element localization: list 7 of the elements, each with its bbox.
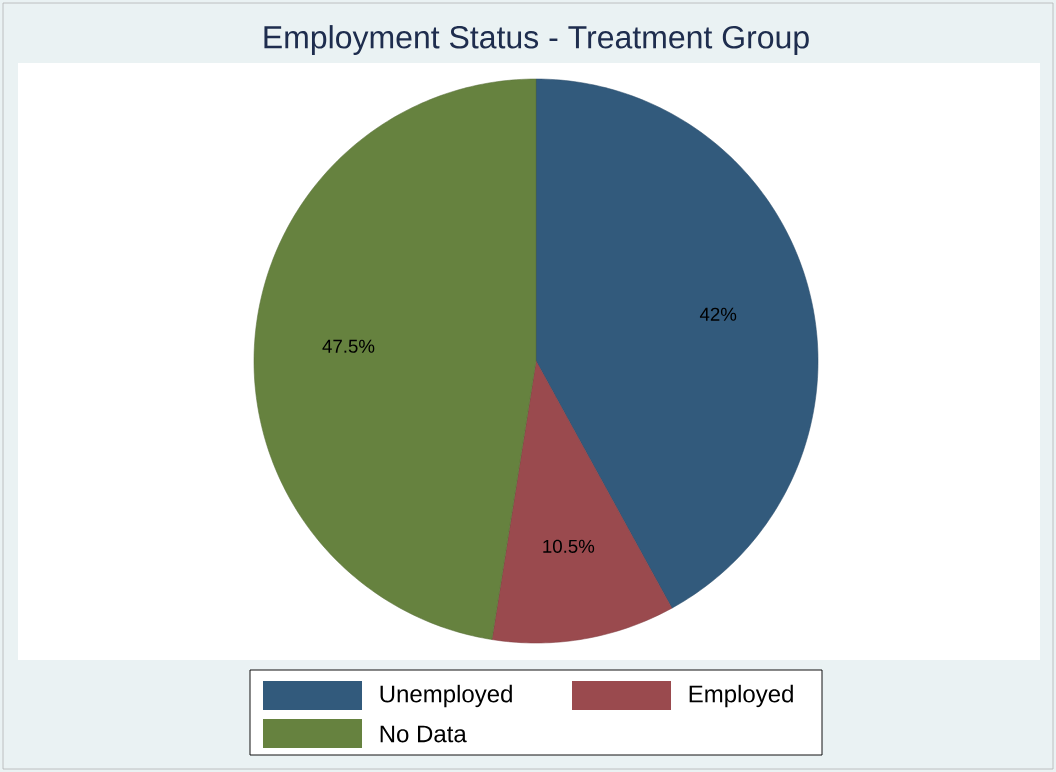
data-label: 10.5% — [543, 539, 595, 553]
legend-label: No Data — [380, 725, 467, 743]
legend-label: Employed — [689, 684, 793, 708]
data-label: 47.5% — [322, 339, 375, 353]
chart-title: Employment Status - Treatment Group — [264, 25, 809, 55]
legend-label: Unemployed — [380, 684, 512, 708]
data-label: 42% — [699, 307, 737, 321]
